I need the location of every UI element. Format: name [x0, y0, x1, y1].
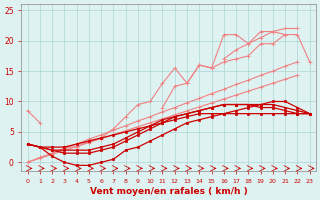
X-axis label: Vent moyen/en rafales ( km/h ): Vent moyen/en rafales ( km/h ): [90, 187, 247, 196]
